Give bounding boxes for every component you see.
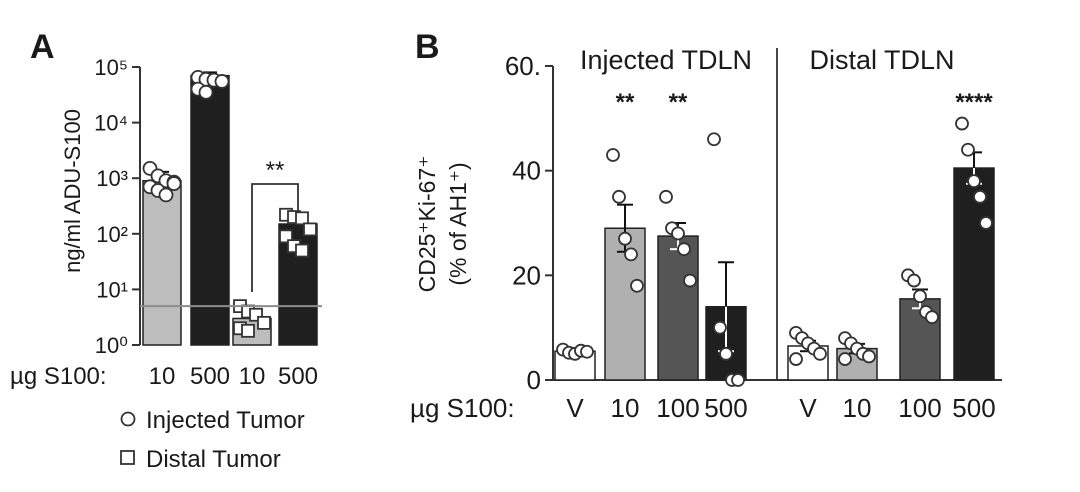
- panel-a-data-point-square: [295, 211, 309, 226]
- panel-b-y-tick-label: 0: [527, 365, 541, 395]
- legend-injected-tumor: Injected Tumor: [146, 407, 305, 434]
- panel-a-x-tick-label: 10: [149, 363, 176, 390]
- panel-b-data-point: [862, 349, 876, 364]
- panel-a-label: A: [30, 28, 55, 66]
- panel-b-data-point: [707, 132, 721, 147]
- panel-a-data-point-circle: [166, 176, 182, 191]
- panel-b-significance-label: ****: [955, 89, 993, 116]
- panel-a-data-point-circle: [158, 187, 174, 203]
- panel-b-data-point: [719, 346, 733, 361]
- panel-a-significance-label: **: [266, 157, 285, 184]
- panel-b-data-point: [659, 189, 673, 204]
- panel-b-x-tick-label: 500: [952, 393, 995, 423]
- panel-b-data-point: [731, 373, 745, 387]
- panel-b-y-tick-label: 40: [512, 156, 541, 186]
- panel-a-data-point-square: [303, 222, 317, 237]
- panel-b-data-point: [961, 142, 975, 157]
- panel-b-data-point: [907, 273, 921, 288]
- panel-b-significance-label: **: [616, 89, 635, 116]
- panel-b-label: B: [415, 28, 440, 66]
- panel-a-data-point-circle: [198, 84, 214, 100]
- panel-b-data-point: [606, 148, 620, 162]
- panel-a-y-axis-label: ng/ml ADU-S100: [60, 109, 85, 273]
- panel-a-bar: [142, 179, 182, 346]
- panel-b-x-tick-label: V: [566, 393, 584, 423]
- panel-a-x-tick-label: 500: [278, 363, 318, 390]
- panel-b-bar: [657, 235, 699, 381]
- panel-b-data-point: [671, 226, 685, 241]
- panel-a-y-tick-label: 10¹: [96, 277, 128, 302]
- legend-distal-tumor: Distal Tumor: [146, 446, 281, 473]
- panel-a-x-prefix: µg S100:: [10, 363, 107, 390]
- panel-b-data-point: [955, 116, 969, 131]
- panel-a-bar: [190, 74, 230, 346]
- panel-a-y-tick-label: 10⁰: [95, 333, 128, 358]
- panel-a-y-tick-label: 10³: [96, 166, 128, 191]
- panel-b-x-prefix: µg S100:: [410, 393, 515, 423]
- panel-b-y-axis-label-line2: (% of AH1⁺): [445, 162, 471, 285]
- legend-square-marker-icon: [120, 450, 135, 465]
- panel-b-data-point: [813, 346, 827, 361]
- panel-b-x-tick-label: 10: [611, 393, 640, 423]
- panel-b-data-point: [789, 352, 803, 366]
- group-title-injected-tdln: Injected TDLN: [580, 45, 752, 75]
- panel-b-y-axis-label-line1: CD25⁺Ki-67⁺: [414, 156, 440, 293]
- panel-b-y-tick-label: 60.: [505, 51, 541, 81]
- panel-b-data-point: [967, 174, 981, 189]
- panel-a-y-tick-label: 10⁴: [94, 111, 128, 136]
- panel-b-data-point: [713, 320, 727, 335]
- panel-b-x-tick-label: 100: [898, 393, 941, 423]
- panel-b-data-point: [630, 278, 644, 293]
- panel-b-x-tick-label: 10: [843, 393, 872, 423]
- legend-circle-marker-icon: [120, 411, 136, 427]
- panel-b-data-point: [913, 289, 927, 304]
- panel-b-data-point: [677, 242, 691, 257]
- panel-b-x-tick-label: V: [799, 393, 817, 423]
- panel-a-data-point-circle: [214, 74, 230, 89]
- panel-b-y-tick-label: 20: [512, 260, 541, 290]
- panel-b-data-point: [838, 352, 852, 366]
- panel-b-data-point: [624, 247, 638, 262]
- panel-b-data-point: [973, 189, 987, 204]
- panel-a-y-tick-label: 10²: [96, 222, 128, 247]
- panel-b-data-point: [612, 189, 626, 204]
- group-title-distal-tdln: Distal TDLN: [809, 45, 954, 75]
- panel-b-bar: [604, 227, 646, 381]
- panel-a-data-point-square: [257, 315, 271, 330]
- panel-b-data-point: [979, 216, 993, 230]
- panel-b-data-point: [683, 273, 697, 288]
- panel-b-x-tick-label: 500: [704, 393, 747, 423]
- panel-a-x-tick-label: 500: [190, 363, 230, 390]
- panel-b-data-point: [925, 310, 939, 325]
- panel-b-data-point: [580, 344, 594, 359]
- panel-a-y-tick-label: 10⁵: [94, 55, 128, 80]
- panel-a-x-tick-label: 10: [239, 363, 266, 390]
- panel-a-data-point-square: [295, 243, 309, 258]
- panel-b-significance-label: **: [669, 89, 688, 116]
- panel-b-x-tick-label: 100: [656, 393, 699, 423]
- panel-a-data-point-square: [241, 323, 255, 338]
- panel-a-significance-bracket: [251, 183, 299, 292]
- panel-b-data-point: [618, 231, 632, 246]
